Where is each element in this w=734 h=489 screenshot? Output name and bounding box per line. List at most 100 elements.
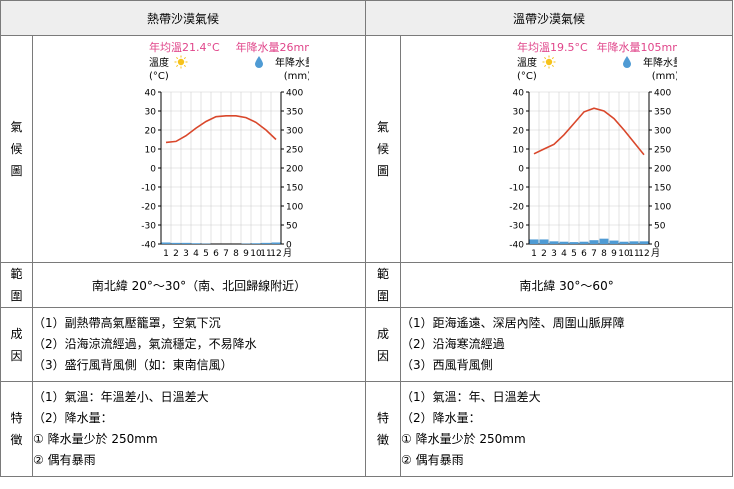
- temp-tick-label: 40: [145, 89, 157, 99]
- month-label: 10: [618, 249, 630, 259]
- precip-tick-label: 0: [654, 241, 660, 251]
- cause-row: 成 因 （1）副熱帶高氣壓籠罩，空氣下沉 （2）沿海涼流經過，氣流穩定，不易降水…: [0, 307, 734, 382]
- month-label: 11: [628, 249, 639, 259]
- cause-tropical: （1）副熱帶高氣壓籠罩，空氣下沉 （2）沿海涼流經過，氣流穩定，不易降水 （3）…: [31, 307, 367, 382]
- month-label: 11: [260, 249, 271, 259]
- month-label: 3: [551, 249, 557, 259]
- temp-tick-label: 30: [512, 108, 524, 118]
- temp-axis-label: 溫度: [517, 56, 537, 69]
- month-label: 5: [571, 249, 577, 259]
- temperature-line: [533, 107, 645, 156]
- climate-table: 熱帶沙漠氣候 溫帶沙漠氣候 氣 候 圖 年均溫21.4°C 年降水量26mm 溫度 (…: [0, 0, 734, 477]
- precip-bar: [539, 239, 549, 244]
- precip-axis-label: 年降水量: [275, 56, 309, 69]
- month-label: 2: [173, 249, 179, 259]
- header-tropical-desert: 熱帶沙漠氣候: [0, 0, 367, 36]
- month-label: 6: [581, 249, 587, 259]
- row-label-char: 因: [10, 348, 23, 363]
- row-label-char: 氣: [10, 120, 23, 134]
- range-tropical: 南北緯 20°～30°（南、北回歸線附近）: [31, 262, 367, 308]
- precip-tick-label: 100: [654, 203, 671, 213]
- temp-axis-unit: (°C): [517, 71, 537, 82]
- water-drop-icon: [622, 56, 631, 68]
- precip-tick-label: 300: [654, 127, 671, 137]
- month-label: 8: [233, 249, 239, 259]
- sun-icon: [174, 55, 188, 69]
- row-label-char: 候: [377, 142, 390, 156]
- row-label-char: 特: [377, 411, 390, 425]
- feature-item: （1）氣溫：年溫差小、日溫差大: [33, 390, 209, 404]
- month-label: 8: [601, 249, 607, 259]
- precip-bar: [629, 241, 639, 244]
- precip-tick-label: 250: [286, 146, 303, 156]
- chart-row: 氣 候 圖 年均溫21.4°C年降水量26mm溫度(°C)年降水量(mm)403…: [0, 35, 734, 263]
- precip-bar: [619, 241, 629, 244]
- precip-tick-label: 0: [286, 241, 292, 251]
- row-label-char: 範: [377, 267, 390, 281]
- row-label-chart: 氣 候 圖: [0, 35, 33, 263]
- month-label: 1: [163, 249, 169, 259]
- sun-icon: [542, 55, 556, 69]
- feature-item: ① 降水量少於 250mm: [401, 432, 526, 446]
- month-label: 12: [638, 249, 649, 259]
- header-temperate-desert: 溫帶沙漠氣候: [365, 0, 734, 36]
- row-label-char: 範: [10, 267, 23, 281]
- precip-tick-label: 200: [654, 165, 671, 175]
- month-label: 9: [243, 249, 249, 259]
- row-label-char: 候: [10, 142, 23, 156]
- feature-item: ① 降水量少於 250mm: [33, 432, 158, 446]
- temp-tick-label: -10: [509, 184, 524, 194]
- precip-bar: [559, 241, 569, 244]
- feature-item: （2）降水量：: [401, 411, 481, 425]
- row-label-cause: 成 因: [0, 307, 33, 382]
- month-label: 4: [561, 249, 567, 259]
- precip-tick-label: 50: [286, 222, 298, 232]
- row-label-chart: 氣 候 圖: [365, 35, 402, 263]
- temp-tick-label: -40: [141, 241, 156, 251]
- row-label-feature: 特 徵: [0, 381, 33, 477]
- month-label: 2: [541, 249, 547, 259]
- climograph-tropical: 年均溫21.4°C年降水量26mm溫度(°C)年降水量(mm)403020100…: [141, 40, 309, 259]
- precip-tick-label: 150: [654, 184, 671, 194]
- precip-tick-label: 50: [654, 222, 666, 232]
- row-label-char: 成: [377, 326, 390, 341]
- row-label-char: 圍: [377, 289, 390, 303]
- feature-item: （1）氣溫：年、日溫差大: [401, 390, 541, 404]
- month-label: 5: [203, 249, 209, 259]
- precip-bar: [171, 242, 181, 244]
- precip-bar: [181, 242, 191, 244]
- precip-tick-label: 300: [286, 127, 303, 137]
- row-label-feature: 特 徵: [365, 381, 402, 477]
- precip-bar: [549, 241, 559, 244]
- temp-tick-label: 0: [518, 165, 524, 175]
- month-label: 10: [250, 249, 262, 259]
- range-row: 範 圍 南北緯 20°～30°（南、北回歸線附近） 範 圍 南北緯 30°～60…: [0, 262, 734, 308]
- precip-bar: [529, 239, 539, 244]
- precip-tick-label: 150: [286, 184, 303, 194]
- precip-bar: [161, 242, 171, 244]
- cause-item: （3）盛行風背風側（如：東南信風）: [33, 358, 233, 372]
- precip-bar: [569, 242, 579, 244]
- feature-item: ② 偶有暴雨: [401, 453, 464, 467]
- temp-tick-label: -30: [509, 222, 524, 232]
- precip-bar: [191, 243, 201, 244]
- cause-item: （1）距海遙遠、深居內陸、周圍山脈屏障: [401, 316, 625, 330]
- chart-cell-temperate: 年均溫19.5°C年降水量105mm溫度(°C)年降水量(mm)40302010…: [400, 35, 734, 263]
- temp-tick-label: 30: [145, 108, 157, 118]
- temp-axis-label: 溫度: [149, 56, 169, 69]
- temp-axis-unit: (°C): [149, 71, 169, 82]
- precip-bar: [251, 243, 261, 244]
- cause-item: （3）西風背風側: [401, 358, 493, 372]
- precip-bar: [261, 242, 271, 244]
- precip-tick-label: 400: [286, 89, 303, 99]
- cause-temperate: （1）距海遙遠、深居內陸、周圍山脈屏障 （2）沿海寒流經過 （3）西風背風側: [400, 307, 734, 382]
- row-label-char: 成: [10, 326, 23, 341]
- precip-tick-label: 400: [654, 89, 671, 99]
- row-label-char: 徵: [10, 433, 23, 447]
- precip-tick-label: 200: [286, 165, 303, 175]
- month-label: 9: [611, 249, 617, 259]
- month-unit: 月: [283, 248, 292, 259]
- temp-tick-label: -40: [509, 241, 524, 251]
- chart-cell-tropical: 年均溫21.4°C年降水量26mm溫度(°C)年降水量(mm)403020100…: [31, 35, 367, 263]
- row-label-char: 圍: [10, 289, 23, 303]
